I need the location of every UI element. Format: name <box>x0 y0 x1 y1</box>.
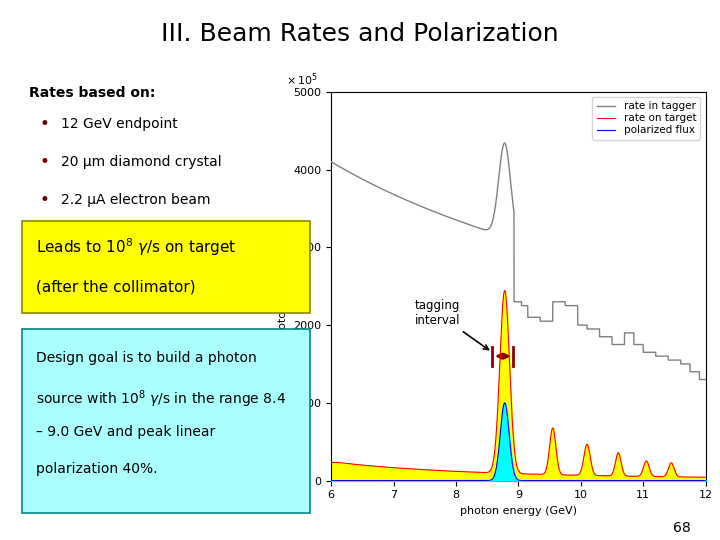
rate in tagger <box>694 368 703 375</box>
rate in tagger <box>470 224 479 230</box>
polarized flux <box>392 477 400 484</box>
Text: $\times\,10^5$: $\times\,10^5$ <box>287 71 318 88</box>
Y-axis label: photon rate (/GeV/s): photon rate (/GeV/s) <box>278 229 288 343</box>
polarized flux <box>327 477 336 484</box>
rate on target <box>369 463 378 469</box>
rate in tagger <box>487 222 495 229</box>
polarized flux <box>701 477 710 484</box>
Text: 2.2 μA electron beam: 2.2 μA electron beam <box>61 193 211 207</box>
X-axis label: photon energy (GeV): photon energy (GeV) <box>460 506 577 516</box>
rate on target <box>487 466 495 472</box>
Line: rate in tagger: rate in tagger <box>331 143 706 380</box>
Text: Design goal is to build a photon: Design goal is to build a photon <box>36 352 257 366</box>
Text: – 9.0 GeV and peak linear: – 9.0 GeV and peak linear <box>36 425 215 439</box>
Text: tagging
interval: tagging interval <box>415 299 488 349</box>
rate in tagger <box>500 140 509 146</box>
rate in tagger <box>392 192 400 199</box>
Text: •: • <box>40 191 50 209</box>
rate in tagger <box>327 159 336 165</box>
Text: source with $10^8$ $\gamma$/s in the range 8.4: source with $10^8$ $\gamma$/s in the ran… <box>36 388 286 410</box>
FancyBboxPatch shape <box>22 329 310 513</box>
FancyBboxPatch shape <box>22 221 310 313</box>
Text: 68: 68 <box>673 521 691 535</box>
Text: Rates based on:: Rates based on: <box>29 86 156 100</box>
Text: •: • <box>40 115 50 133</box>
Text: 20 μm diamond crystal: 20 μm diamond crystal <box>61 155 222 169</box>
polarized flux <box>500 400 509 406</box>
rate on target <box>701 474 710 481</box>
rate on target <box>500 287 509 294</box>
Text: Leads to $10^8$ $\gamma$/s on target: Leads to $10^8$ $\gamma$/s on target <box>36 237 237 258</box>
Line: polarized flux: polarized flux <box>331 403 706 481</box>
polarized flux <box>694 477 703 484</box>
rate on target <box>654 474 662 480</box>
Legend: rate in tagger, rate on target, polarized flux: rate in tagger, rate on target, polarize… <box>593 97 701 139</box>
Text: 12 GeV endpoint: 12 GeV endpoint <box>61 117 178 131</box>
polarized flux <box>369 477 378 484</box>
rate in tagger <box>696 376 704 383</box>
polarized flux <box>654 477 662 484</box>
Text: •: • <box>40 153 50 171</box>
Text: III. Beam Rates and Polarization: III. Beam Rates and Polarization <box>161 22 559 45</box>
rate in tagger <box>369 182 378 188</box>
rate on target <box>327 459 336 465</box>
rate in tagger <box>654 353 662 360</box>
rate in tagger <box>701 376 710 383</box>
Text: polarization 40%.: polarization 40%. <box>36 462 158 476</box>
polarized flux <box>487 477 495 483</box>
polarized flux <box>470 477 479 484</box>
rate on target <box>694 474 703 481</box>
Line: rate on target: rate on target <box>331 291 706 477</box>
rate on target <box>392 464 400 471</box>
rate on target <box>470 469 479 475</box>
Text: (after the collimator): (after the collimator) <box>36 280 196 295</box>
